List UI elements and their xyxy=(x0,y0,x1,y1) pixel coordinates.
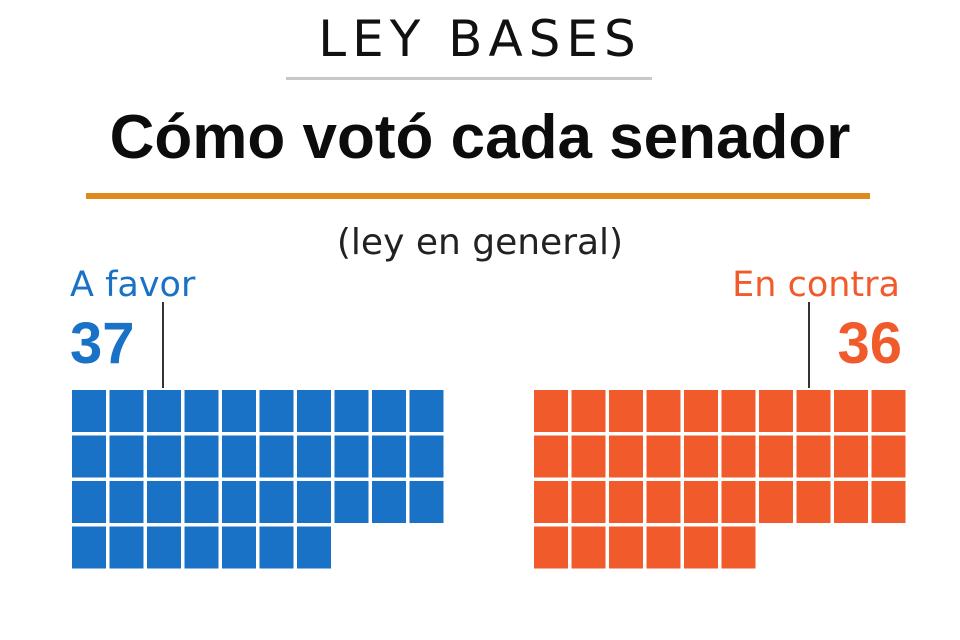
favor-senator-cell xyxy=(109,435,144,478)
contra-senator-cell xyxy=(646,481,681,523)
favor-senator-cell xyxy=(184,435,219,478)
favor-senator-cell xyxy=(334,435,369,478)
favor-senator-cell xyxy=(409,390,444,432)
favor-senator-cell xyxy=(222,435,256,478)
favor-senator-cell xyxy=(297,481,331,523)
favor-senator-cell xyxy=(222,526,256,569)
contra-senator-cell xyxy=(646,390,681,432)
favor-senator-cell xyxy=(297,435,331,478)
favor-senator-cell xyxy=(372,435,406,478)
favor-senator-cell xyxy=(409,435,444,478)
contra-senator-cell xyxy=(684,481,718,523)
contra-senator-cell xyxy=(534,526,568,569)
contra-senator-cell xyxy=(759,390,793,432)
contra-senator-cell xyxy=(609,481,643,523)
favor-label: A favor xyxy=(70,265,196,305)
favor-senator-cell xyxy=(334,390,369,432)
favor-senator-cell xyxy=(184,526,219,569)
contra-senator-cell xyxy=(796,435,831,478)
contra-senator-cell xyxy=(721,526,756,569)
favor-senator-cell xyxy=(222,481,256,523)
favor-senator-cell xyxy=(72,526,106,569)
favor-senator-cell xyxy=(109,526,144,569)
contra-waffle-grid xyxy=(534,390,906,569)
kicker-heading: LEY BASES xyxy=(318,10,642,68)
favor-senator-cell xyxy=(147,481,181,523)
favor-senator-cell xyxy=(147,526,181,569)
contra-count: 36 xyxy=(837,311,902,376)
favor-senator-cell xyxy=(372,390,406,432)
contra-senator-cell xyxy=(834,390,868,432)
contra-senator-cell xyxy=(534,481,568,523)
contra-senator-cell xyxy=(609,390,643,432)
favor-senator-cell xyxy=(297,390,331,432)
favor-senator-cell xyxy=(147,435,181,478)
contra-senator-cell xyxy=(721,435,756,478)
contra-senator-cell xyxy=(571,526,606,569)
favor-senator-cell xyxy=(72,390,106,432)
contra-senator-cell xyxy=(609,526,643,569)
chart-subtitle: (ley en general) xyxy=(336,222,624,263)
contra-senator-cell xyxy=(796,481,831,523)
contra-senator-cell xyxy=(609,435,643,478)
contra-senator-cell xyxy=(534,435,568,478)
chart-title: Cómo votó cada senador xyxy=(109,103,851,172)
contra-senator-cell xyxy=(684,435,718,478)
contra-senator-cell xyxy=(871,481,906,523)
favor-senator-cell xyxy=(109,390,144,432)
contra-senator-cell xyxy=(834,435,868,478)
contra-senator-cell xyxy=(646,526,681,569)
favor-senator-cell xyxy=(259,390,294,432)
contra-senator-cell xyxy=(871,390,906,432)
favor-senator-cell xyxy=(334,481,369,523)
favor-senator-cell xyxy=(72,435,106,478)
favor-senator-cell xyxy=(184,481,219,523)
contra-leader-line xyxy=(808,302,810,388)
contra-senator-cell xyxy=(571,435,606,478)
favor-count: 37 xyxy=(70,311,135,376)
favor-senator-cell xyxy=(184,390,219,432)
favor-waffle-grid xyxy=(72,390,444,569)
favor-senator-cell xyxy=(297,526,331,569)
contra-senator-cell xyxy=(534,390,568,432)
kicker-divider xyxy=(286,77,652,80)
contra-senator-cell xyxy=(721,481,756,523)
favor-senator-cell xyxy=(372,481,406,523)
contra-senator-cell xyxy=(571,390,606,432)
contra-senator-cell xyxy=(871,435,906,478)
favor-senator-cell xyxy=(259,481,294,523)
contra-senator-cell xyxy=(571,481,606,523)
contra-senator-cell xyxy=(834,481,868,523)
favor-senator-cell xyxy=(72,481,106,523)
favor-leader-line xyxy=(162,302,164,388)
favor-senator-cell xyxy=(109,481,144,523)
favor-senator-cell xyxy=(409,481,444,523)
favor-senator-cell xyxy=(147,390,181,432)
title-divider xyxy=(86,193,870,199)
contra-senator-cell xyxy=(684,526,718,569)
favor-senator-cell xyxy=(222,390,256,432)
contra-senator-cell xyxy=(759,435,793,478)
contra-senator-cell xyxy=(684,390,718,432)
contra-senator-cell xyxy=(721,390,756,432)
favor-senator-cell xyxy=(259,526,294,569)
contra-senator-cell xyxy=(796,390,831,432)
favor-senator-cell xyxy=(259,435,294,478)
contra-senator-cell xyxy=(759,481,793,523)
contra-label: En contra xyxy=(732,265,900,305)
contra-senator-cell xyxy=(646,435,681,478)
